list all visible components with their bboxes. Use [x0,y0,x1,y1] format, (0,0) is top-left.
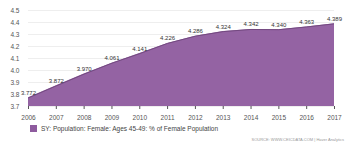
svg-text:2013: 2013 [216,114,231,121]
svg-text:2017: 2017 [327,114,342,121]
svg-text:3.8: 3.8 [10,91,19,98]
svg-text:3.872: 3.872 [49,78,65,84]
svg-text:2006: 2006 [21,114,36,121]
svg-text:2015: 2015 [272,114,287,121]
svg-text:4.1: 4.1 [10,55,19,62]
svg-text:4.3: 4.3 [10,31,19,38]
svg-text:4.286: 4.286 [188,28,204,34]
svg-text:2011: 2011 [161,114,175,121]
svg-text:2010: 2010 [133,114,148,121]
svg-text:4.5: 4.5 [10,7,19,14]
svg-text:2014: 2014 [244,114,259,121]
svg-text:4.389: 4.389 [327,16,343,22]
svg-text:4.2: 4.2 [10,43,19,50]
svg-text:2016: 2016 [299,114,314,121]
svg-text:2008: 2008 [77,114,92,121]
svg-text:3.772: 3.772 [21,90,37,96]
html-text:SOURCE: WWW.CEICDATA.COM | Hav: SOURCE: WWW.CEICDATA.COM | Haver Analyti… [251,137,344,142]
svg-text:2007: 2007 [49,114,64,121]
svg-text:4.342: 4.342 [244,21,260,27]
svg-text:4.0: 4.0 [10,67,19,74]
svg-text:3.970: 3.970 [77,66,93,72]
svg-text:2009: 2009 [105,114,120,121]
svg-text:4.141: 4.141 [132,46,148,52]
svg-text:4.340: 4.340 [271,22,287,28]
svg-text:4.061: 4.061 [104,55,120,61]
html-text:SY: Population: Female: Ages 4: SY: Population: Female: Ages 45-49: % of… [41,124,219,132]
svg-text:4.324: 4.324 [216,24,232,30]
svg-text:2012: 2012 [188,114,203,121]
svg-text:4.226: 4.226 [160,35,176,41]
svg-text:3.9: 3.9 [10,79,19,86]
svg-text:4.363: 4.363 [299,19,315,25]
svg-text:4.4: 4.4 [10,19,19,26]
svg-text:3.7: 3.7 [10,103,19,110]
